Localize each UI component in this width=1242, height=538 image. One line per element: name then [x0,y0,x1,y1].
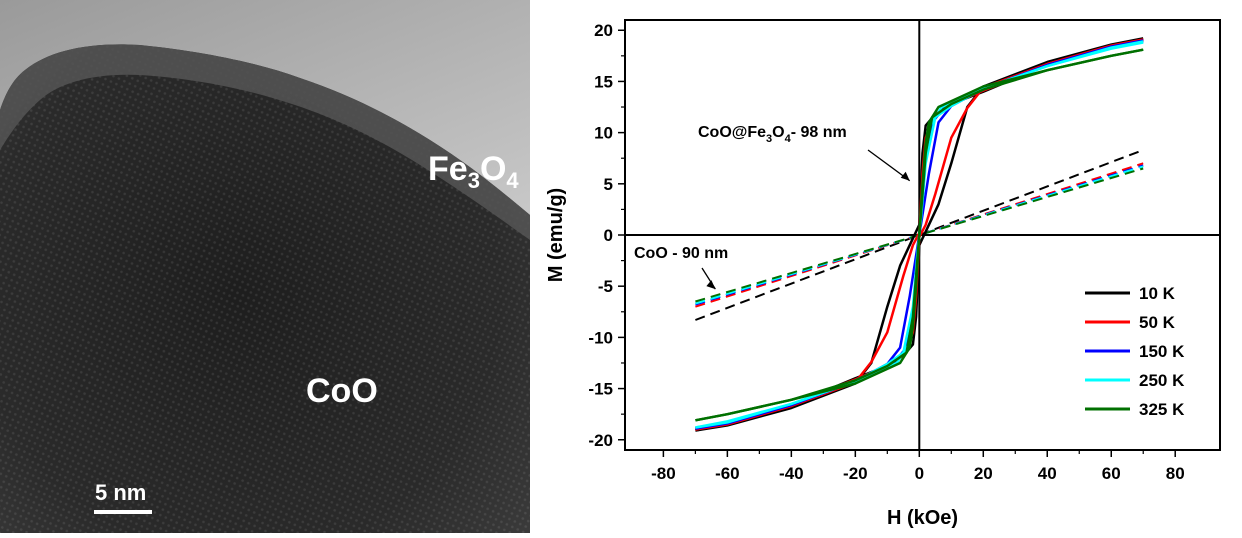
y-tick-label: 20 [594,21,613,40]
annotation-group: CoO@Fe3O4- 98 nm CoO - 90 nm [634,124,911,290]
legend-label-50-k: 50 K [1139,313,1176,332]
y-tick-label: 5 [604,175,613,194]
x-tick-label: 0 [915,464,924,483]
scale-bar [94,510,152,514]
x-tick-label: -60 [715,464,740,483]
y-tick-label: -20 [588,431,613,450]
loop-series-group [695,37,1144,432]
vacuum-region [0,0,530,215]
dashed-line-50-k [695,162,1144,308]
legend-label-150-k: 150 K [1139,342,1185,361]
core-label: CoO [306,372,378,410]
x-tick-label: -40 [779,464,804,483]
hysteresis-chart: -80 -60 -40 -20 0 20 40 60 80 -20 -15 -10 -5 0 5 10 15 20… [540,0,1242,533]
y-tick-label: 15 [594,72,613,91]
legend-group: 10 K 50 K 150 K 250 K 325 K [1085,284,1185,419]
y-tick-label: -15 [588,380,613,399]
legend-label-325-k: 325 K [1139,400,1185,419]
x-tick-label: -80 [651,464,676,483]
annotation-coo: CoO - 90 nm [634,245,728,262]
y-tick-label: 0 [604,226,613,245]
y-tick-label: -10 [588,328,613,347]
dashed-line-250-k [695,165,1144,305]
x-tick-label: -20 [843,464,868,483]
y-axis-label: M (emu/g) [545,188,567,282]
chart-svg: -80 -60 -40 -20 0 20 40 60 80 -20 -15 -10 -5 0 5 10 15 20… [545,19,1221,529]
x-tick-label: 40 [1038,464,1057,483]
x-tick-label: 20 [974,464,993,483]
shell-layer [0,44,530,240]
annotation-coo-fe3o4: CoO@Fe3O4- 98 nm [698,124,847,145]
arrowhead-shell [900,171,910,181]
tem-image [0,0,530,533]
loop-ascending-325-k [695,48,1144,422]
x-tick-label: 80 [1166,464,1185,483]
arrowhead-core [706,280,716,290]
x-axis-label: H (kOe) [887,507,958,529]
axes-group: -80 -60 -40 -20 0 20 40 60 80 -20 -15 -10 -5 0 5 10 15 20… [545,19,1221,529]
legend-label-10-k: 10 K [1139,284,1176,303]
shell-label: Fe3O4 [428,150,519,193]
y-tick-label: 10 [594,124,613,143]
y-tick-label: -5 [598,277,613,296]
scale-bar-label: 5 nm [95,480,147,505]
x-tick-label: 60 [1102,464,1121,483]
tem-micrograph: Fe3O4 CoO 5 nm [0,0,530,533]
legend-label-250-k: 250 K [1139,371,1185,390]
